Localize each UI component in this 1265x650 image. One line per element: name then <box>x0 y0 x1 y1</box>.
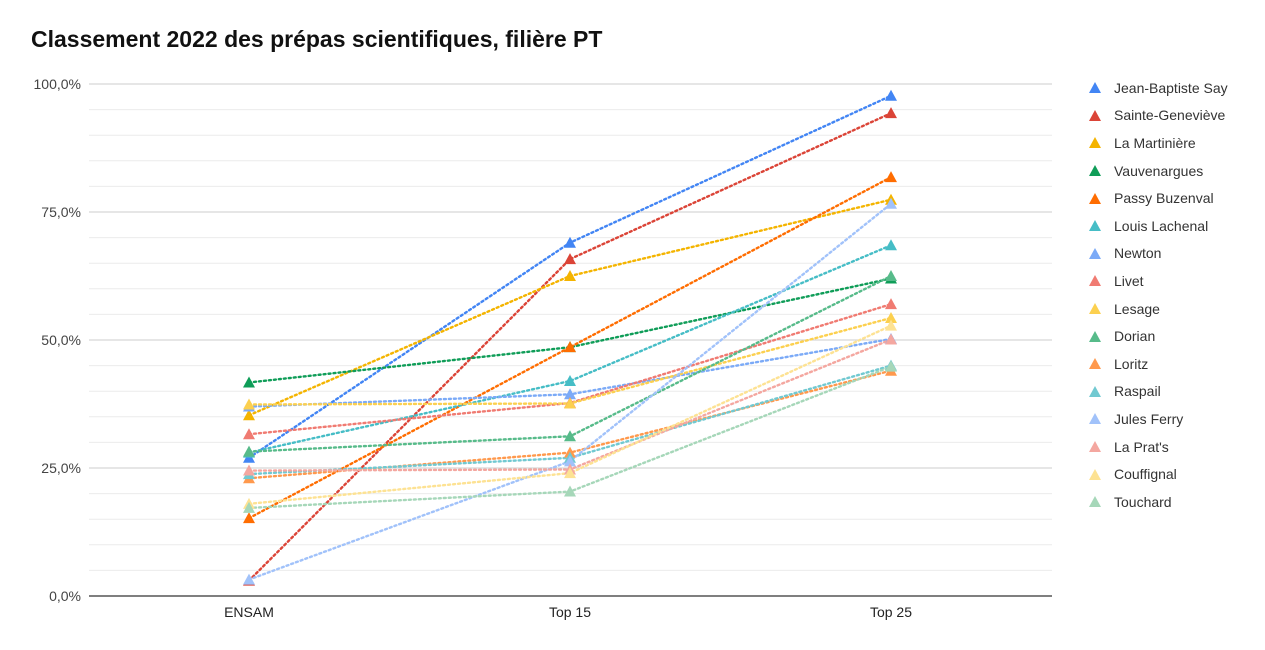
legend-label: Louis Lachenal <box>1114 217 1209 234</box>
legend-label: Jean-Baptiste Say <box>1114 79 1228 96</box>
triangle-marker-icon <box>1089 82 1101 94</box>
legend-item[interactable]: Dorian <box>1089 322 1228 350</box>
triangle-marker-icon <box>1089 468 1101 480</box>
y-tick-label: 50,0% <box>41 332 81 348</box>
chart-title: Classement 2022 des prépas scientifiques… <box>31 26 603 52</box>
legend-item[interactable]: Jean-Baptiste Say <box>1089 74 1228 102</box>
legend-label: Raspail <box>1114 383 1161 400</box>
legend-label: Couffignal <box>1114 466 1177 483</box>
legend-label: Sainte-Geneviève <box>1114 107 1226 124</box>
y-tick-label: 75,0% <box>41 204 81 220</box>
legend-item[interactable]: Sainte-Geneviève <box>1089 102 1228 130</box>
data-point[interactable] <box>243 409 255 421</box>
legend-item[interactable]: Couffignal <box>1089 460 1228 488</box>
data-point[interactable] <box>564 388 576 400</box>
triangle-marker-icon <box>1089 137 1101 149</box>
y-tick-label: 100,0% <box>34 76 81 92</box>
x-tick-label: Top 25 <box>870 604 912 620</box>
x-tick-label: Top 15 <box>549 604 591 620</box>
triangle-marker-icon <box>1089 330 1101 342</box>
data-point[interactable] <box>564 467 576 479</box>
triangle-marker-icon <box>1089 165 1101 177</box>
triangle-marker-icon <box>1089 385 1101 397</box>
legend-label: Newton <box>1114 245 1162 262</box>
legend-item[interactable]: Touchard <box>1089 488 1228 516</box>
data-point[interactable] <box>243 376 255 388</box>
data-point[interactable] <box>243 464 255 476</box>
x-tick-label: ENSAM <box>224 604 274 620</box>
legend-label: Livet <box>1114 272 1144 289</box>
triangle-marker-icon <box>1089 275 1101 287</box>
legend-label: La Martinière <box>1114 134 1196 151</box>
legend-item[interactable]: Passy Buzenval <box>1089 184 1228 212</box>
data-point[interactable] <box>885 319 897 331</box>
data-point[interactable] <box>885 107 897 119</box>
data-point[interactable] <box>243 573 255 585</box>
legend-item[interactable]: Vauvenargues <box>1089 157 1228 185</box>
data-point[interactable] <box>243 398 255 410</box>
data-point[interactable] <box>885 171 897 183</box>
legend-label: La Prat's <box>1114 438 1169 455</box>
legend-label: Vauvenargues <box>1114 162 1204 179</box>
triangle-marker-icon <box>1089 192 1101 204</box>
legend-item[interactable]: Newton <box>1089 240 1228 268</box>
data-point[interactable] <box>564 485 576 497</box>
triangle-marker-icon <box>1089 441 1101 453</box>
data-point[interactable] <box>564 270 576 281</box>
data-point[interactable] <box>564 397 576 409</box>
legend: Jean-Baptiste Say Sainte-Geneviève La Mart… <box>1089 74 1228 516</box>
data-point[interactable] <box>885 270 897 281</box>
data-point[interactable] <box>885 197 897 209</box>
triangle-marker-icon <box>1089 109 1101 121</box>
data-point[interactable] <box>243 445 255 457</box>
data-point[interactable] <box>885 239 897 251</box>
y-tick-label: 0,0% <box>49 588 81 604</box>
data-point[interactable] <box>564 253 576 265</box>
series-line <box>247 175 893 520</box>
triangle-marker-icon <box>1089 220 1101 232</box>
legend-label: Passy Buzenval <box>1114 190 1214 207</box>
legend-item[interactable]: Raspail <box>1089 378 1228 406</box>
triangle-marker-icon <box>1089 413 1101 425</box>
data-point[interactable] <box>885 298 897 310</box>
data-point[interactable] <box>885 360 897 372</box>
legend-item[interactable]: Louis Lachenal <box>1089 212 1228 240</box>
data-point[interactable] <box>564 341 576 353</box>
legend-item[interactable]: Lesage <box>1089 295 1228 323</box>
legend-item[interactable]: Loritz <box>1089 350 1228 378</box>
y-tick-label: 25,0% <box>41 460 81 476</box>
data-point[interactable] <box>564 236 576 248</box>
legend-item[interactable]: Jules Ferry <box>1089 405 1228 433</box>
legend-item[interactable]: La Martinière <box>1089 129 1228 157</box>
legend-label: Lesage <box>1114 300 1160 317</box>
legend-label: Touchard <box>1114 493 1172 510</box>
data-point[interactable] <box>564 374 576 386</box>
legend-label: Loritz <box>1114 355 1149 372</box>
data-point[interactable] <box>885 333 897 345</box>
data-point[interactable] <box>564 430 576 442</box>
series-line <box>247 277 893 384</box>
triangle-marker-icon <box>1089 247 1101 259</box>
triangle-marker-icon <box>1089 496 1101 508</box>
legend-label: Jules Ferry <box>1114 410 1184 427</box>
data-point[interactable] <box>885 89 897 101</box>
legend-item[interactable]: La Prat's <box>1089 433 1228 461</box>
data-point[interactable] <box>243 501 255 513</box>
legend-label: Dorian <box>1114 328 1156 345</box>
legend-item[interactable]: Livet <box>1089 267 1228 295</box>
data-point[interactable] <box>243 428 255 440</box>
triangle-marker-icon <box>1089 303 1101 315</box>
data-point[interactable] <box>885 311 897 323</box>
data-point[interactable] <box>564 455 576 467</box>
triangle-marker-icon <box>1089 358 1101 370</box>
data-point[interactable] <box>243 512 255 524</box>
